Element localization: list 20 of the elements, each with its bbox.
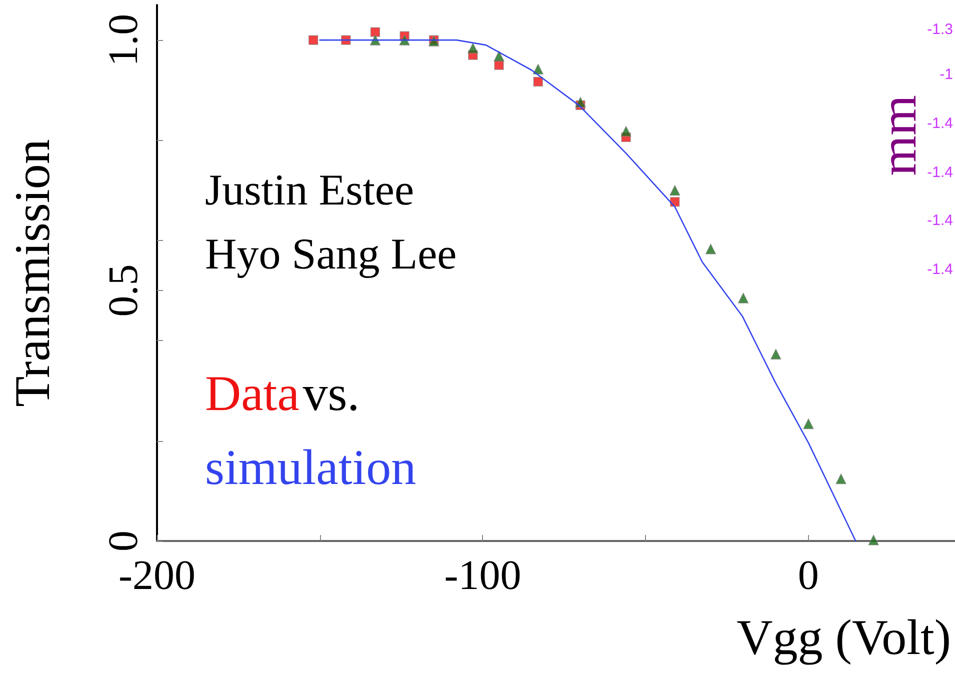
y2-axis-title: mm (870, 94, 928, 176)
annotation: simulation (205, 439, 416, 495)
annotation: -1 (940, 66, 954, 83)
x-tick-label: 0 (798, 553, 819, 599)
y-axis-title: Transmission (4, 139, 60, 407)
annotation: vs. (302, 365, 360, 421)
annotation: Hyo Sang Lee (205, 230, 457, 278)
x-tick-label: -100 (444, 553, 522, 599)
annotation: -1.4 (927, 164, 954, 181)
annotation: -1.4 (927, 261, 954, 278)
annotation: -1.3 (927, 21, 954, 38)
annotation: -1.4 (927, 115, 954, 132)
x-tick-label: -200 (118, 553, 196, 599)
annotation: Data (205, 365, 300, 421)
x-axis-title: Vgg (Volt) (736, 609, 952, 665)
y-tick-label: 1.0 (101, 14, 147, 66)
y-tick-label: 0 (101, 530, 147, 552)
annotation: Justin Estee (205, 166, 414, 214)
annotation: -1.4 (927, 212, 954, 229)
y-tick-label: 0.5 (101, 264, 147, 317)
